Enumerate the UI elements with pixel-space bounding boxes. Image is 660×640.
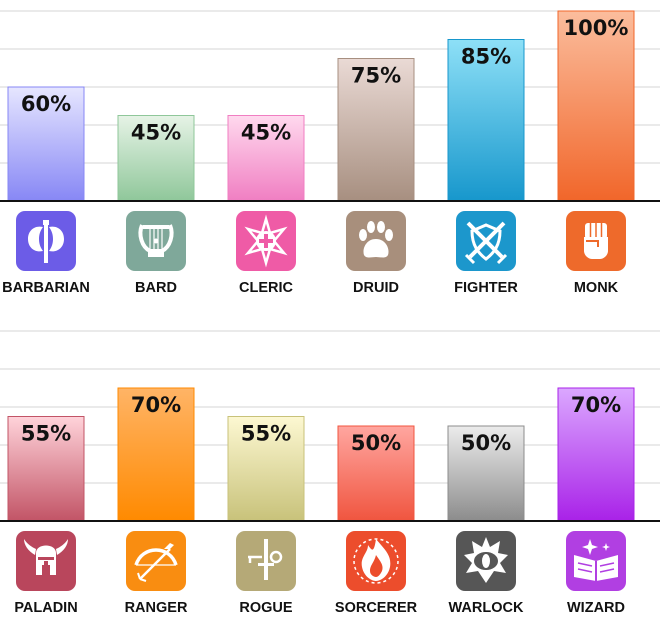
data-label-warlock: 50% — [461, 431, 511, 455]
data-label-barbarian: 60% — [21, 92, 71, 116]
category-label-bard: BARD — [135, 280, 177, 296]
data-label-fighter: 85% — [461, 45, 511, 69]
spellbook-icon — [566, 531, 626, 591]
category-label-rogue: ROGUE — [239, 600, 293, 616]
crossed-swords-shield-icon — [456, 211, 516, 271]
category-label-ranger: RANGER — [125, 600, 188, 616]
category-label-fighter: FIGHTER — [454, 280, 518, 296]
chart-bottom-row: 55% PALADIN 70% RANGER 55% ROGUE 50% SORCERER 50… — [0, 330, 660, 616]
data-label-bard: 45% — [131, 121, 181, 145]
bar-wizard — [557, 387, 635, 522]
bar-rogue — [227, 416, 305, 522]
winged-helmet-icon — [16, 531, 76, 591]
category-label-wizard: WIZARD — [567, 600, 625, 616]
bar-fighter — [447, 39, 525, 202]
bar-paladin — [7, 416, 85, 522]
battle-axe-icon — [16, 211, 76, 271]
data-label-druid: 75% — [351, 64, 401, 88]
category-label-paladin: PALADIN — [14, 600, 77, 616]
holy-symbol-icon — [236, 211, 296, 271]
data-label-ranger: 70% — [131, 393, 181, 417]
category-label-monk: MONK — [574, 280, 619, 296]
gridlines — [0, 10, 660, 164]
data-label-rogue: 55% — [241, 422, 291, 446]
bar-bard — [117, 115, 195, 202]
category-label-cleric: CLERIC — [239, 280, 294, 296]
flame-icon — [346, 531, 406, 591]
bar-ranger — [117, 387, 195, 522]
data-label-cleric: 45% — [241, 121, 291, 145]
data-label-sorcerer: 50% — [351, 431, 401, 455]
bar-monk — [557, 10, 635, 202]
lyre-icon — [126, 211, 186, 271]
gridlines — [0, 330, 660, 484]
chart-top-row: 60% BARBARIAN 45% BARD 45% CLERIC 75% DRUID 85% F… — [0, 10, 660, 296]
bar-druid — [337, 58, 415, 202]
data-label-wizard: 70% — [571, 393, 621, 417]
category-label-sorcerer: SORCERER — [335, 600, 418, 616]
data-label-paladin: 55% — [21, 422, 71, 446]
dagger-key-icon — [236, 531, 296, 591]
bar-warlock — [447, 425, 525, 522]
data-label-monk: 100% — [564, 16, 629, 40]
bar-barbarian — [7, 86, 85, 202]
paw-print-icon — [346, 211, 406, 271]
eye-icon — [456, 531, 516, 591]
category-label-barbarian: BARBARIAN — [2, 280, 90, 296]
bar-cleric — [227, 115, 305, 202]
category-label-druid: DRUID — [353, 280, 399, 296]
fist-icon — [566, 211, 626, 271]
bow-arrow-icon — [126, 531, 186, 591]
category-label-warlock: WARLOCK — [449, 600, 524, 616]
